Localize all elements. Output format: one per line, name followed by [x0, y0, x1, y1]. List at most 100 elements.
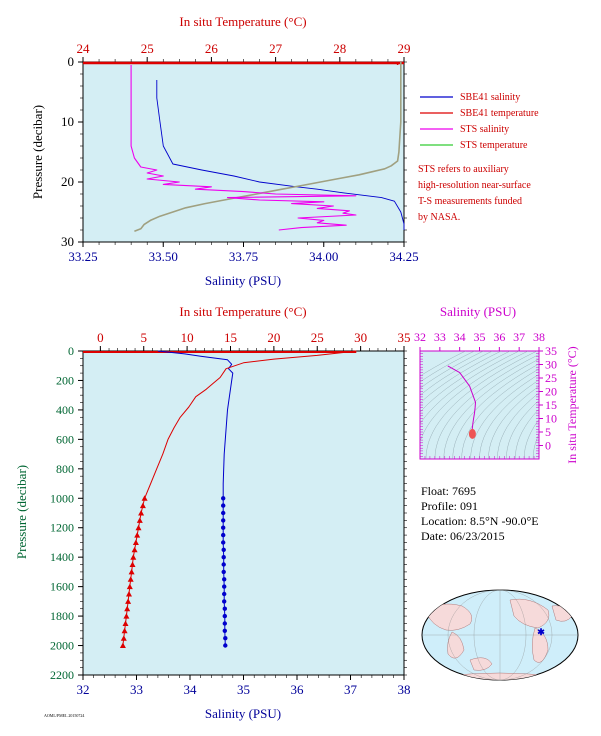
inset-temp-tick-label: 15: [545, 398, 557, 412]
bottom-salinity-marker: [221, 518, 226, 523]
inset-isopycnal: [420, 351, 475, 383]
inset-temp-tick-label: 10: [545, 412, 557, 426]
bottom-pressure-tick-label: 1000: [50, 491, 74, 505]
legend-note-line-4: by NASA.: [418, 212, 460, 223]
bottom-temperature-marker: [121, 627, 128, 634]
top-panel: 24 25 26 27 28 29 33.25 33.50 33.75 34.00 34.25 0 10…: [30, 14, 419, 288]
bottom-pressure-tick-label: 1800: [50, 609, 74, 623]
top-salinity-tick-label: 34.00: [309, 249, 338, 264]
inset-isopycnal: [523, 419, 539, 459]
inset-isopycnal: [420, 351, 520, 425]
bottom-plot-area: [82, 350, 405, 676]
inset-salinity-tick-label: 38: [533, 330, 545, 344]
top-temp-tick-label: 27: [269, 41, 283, 56]
bottom-temp-tick-label: 20: [267, 330, 280, 345]
bottom-salinity-line: [157, 350, 234, 646]
top-temp-tick-label: 29: [398, 41, 411, 56]
inset-isopycnal: [461, 368, 539, 459]
bottom-pressure-tick-label: 1600: [50, 580, 74, 594]
bottom-salinity-tick-label: 36: [291, 682, 305, 697]
bottom-temp-tick-label: 30: [354, 330, 367, 345]
inset-isopycnal: [497, 392, 539, 459]
top-pressure-tick-label: 20: [61, 174, 74, 189]
inset-isopycnal: [479, 379, 539, 459]
bottom-temperature-marker: [119, 642, 126, 648]
inset-isopycnals: [420, 351, 539, 459]
inset-isopycnal: [532, 433, 539, 459]
inset-salinity-tick-label: 36: [493, 330, 505, 344]
legend-label-sbe41-salinity: SBE41 salinity: [460, 92, 520, 103]
bottom-temperature-marker: [131, 546, 138, 553]
inset-isopycnal: [420, 351, 484, 389]
bottom-temperature-marker: [132, 539, 139, 545]
top-temp-tick-label: 26: [205, 41, 219, 56]
bottom-salinity-tick-label: 32: [77, 682, 90, 697]
inset-salinity-tick-label: 32: [414, 330, 426, 344]
bottom-salinity-marker: [221, 569, 226, 575]
bottom-temperature-marker: [126, 583, 133, 590]
footer-code: AOML/PMEL 20150724: [44, 713, 84, 718]
top-salinity-tick-label: 34.25: [389, 249, 418, 264]
bottom-temp-tick-label: 10: [181, 330, 194, 345]
bottom-salinity-marker: [222, 621, 227, 626]
bottom-salinity-marker: [221, 532, 226, 538]
inset-isopycnal: [420, 351, 529, 443]
bottom-pressure-tick-label: 800: [56, 462, 74, 476]
inset-lines: [447, 365, 476, 439]
bottom-salinity-marker: [222, 584, 227, 589]
bottom-panel: 0 5 10 15 20 25 30 35 32 33 34 35 36 37 38 0 200 400 600 80…: [14, 304, 411, 721]
bottom-salinity-marker: [222, 613, 227, 619]
bottom-temperature-marker: [135, 524, 142, 531]
bottom-temperature-marker: [128, 568, 135, 575]
inset-temp-axis-label: In situ Temperature (°C): [565, 346, 579, 463]
legend-note-line-3: T-S measurements funded: [418, 196, 522, 207]
info-date: Date: 06/23/2015: [421, 529, 505, 543]
inset-isopycnal: [452, 363, 539, 459]
bottom-salinity-marker: [222, 577, 227, 582]
inset-isopycnal: [488, 385, 539, 459]
bottom-salinity-marker: [221, 496, 226, 501]
inset-salinity-tick-label: 34: [454, 330, 466, 344]
bottom-pressure-tick-label: 0: [68, 344, 74, 358]
bottom-pressure-tick-label: 2200: [50, 668, 74, 682]
bottom-salinity-marker: [222, 606, 227, 611]
bottom-panel-lines: [83, 350, 357, 648]
bottom-salinity-marker: [221, 510, 226, 516]
bottom-pressure-tick-label: 400: [56, 403, 74, 417]
bottom-salinity-tick-label: 33: [130, 682, 143, 697]
bottom-pressure-tick-label: 200: [56, 373, 74, 387]
bottom-salinity-marker: [222, 591, 227, 597]
bottom-temp-tick-label: 15: [224, 330, 237, 345]
bottom-salinity-tick-label: 37: [344, 682, 358, 697]
inset-salinity-tick-label: 33: [434, 330, 446, 344]
bottom-salinity-marker: [222, 628, 227, 633]
top-pressure-tick-label: 30: [61, 234, 74, 249]
inset-isopycnal: [443, 358, 539, 459]
top-panel-ticks: 24 25 26 27 28 29 33.25 33.50 33.75 34.00 34.25 0 10…: [61, 41, 419, 264]
bottom-temp-axis-label: In situ Temperature (°C): [179, 304, 306, 319]
bottom-temperature-marker: [120, 635, 127, 641]
bottom-pressure-axis-label: Pressure (decibar): [14, 465, 29, 559]
inset-isopycnal: [420, 351, 511, 413]
bottom-salinity-marker: [221, 540, 226, 545]
bottom-salinity-marker: [221, 547, 226, 552]
top-salinity-tick-label: 33.50: [149, 249, 178, 264]
inset-isopycnal: [420, 351, 493, 396]
bottom-salinity-tick-label: 35: [237, 682, 250, 697]
inset-temp-tick-label: 25: [545, 371, 557, 385]
bottom-temperature-marker: [122, 620, 129, 626]
inset-isopycnal: [515, 408, 539, 459]
info-location: Location: 8.5°N -90.0°E: [421, 514, 539, 528]
bottom-temp-tick-label: 0: [97, 330, 104, 345]
top-temp-axis-label: In situ Temperature (°C): [179, 14, 306, 29]
bottom-salinity-axis-label: Salinity (PSU): [205, 706, 281, 721]
top-temp-tick-label: 24: [77, 41, 91, 56]
bottom-pressure-tick-label: 1400: [50, 550, 74, 564]
inset-temp-tick-label: 0: [545, 439, 551, 453]
bottom-temperature-marker: [134, 532, 141, 538]
info-float: Float: 7695: [421, 484, 476, 498]
inset-temp-tick-label: 5: [545, 425, 551, 439]
inset-isopycnal: [506, 400, 539, 459]
bottom-pressure-tick-label: 2000: [50, 639, 74, 653]
